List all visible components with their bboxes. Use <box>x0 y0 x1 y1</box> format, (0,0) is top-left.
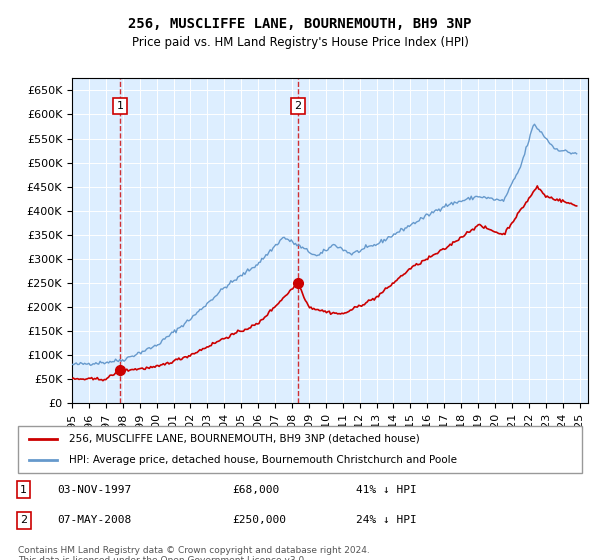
Text: Contains HM Land Registry data © Crown copyright and database right 2024.
This d: Contains HM Land Registry data © Crown c… <box>18 546 370 560</box>
Text: Price paid vs. HM Land Registry's House Price Index (HPI): Price paid vs. HM Land Registry's House … <box>131 36 469 49</box>
Text: 256, MUSCLIFFE LANE, BOURNEMOUTH, BH9 3NP (detached house): 256, MUSCLIFFE LANE, BOURNEMOUTH, BH9 3N… <box>69 434 419 444</box>
Text: 41% ↓ HPI: 41% ↓ HPI <box>356 484 417 494</box>
Text: 2: 2 <box>294 101 301 111</box>
FancyBboxPatch shape <box>18 426 582 473</box>
Text: HPI: Average price, detached house, Bournemouth Christchurch and Poole: HPI: Average price, detached house, Bour… <box>69 455 457 465</box>
Text: 256, MUSCLIFFE LANE, BOURNEMOUTH, BH9 3NP: 256, MUSCLIFFE LANE, BOURNEMOUTH, BH9 3N… <box>128 17 472 31</box>
Text: 24% ↓ HPI: 24% ↓ HPI <box>356 515 417 525</box>
Text: 07-MAY-2008: 07-MAY-2008 <box>58 515 132 525</box>
Text: 1: 1 <box>116 101 124 111</box>
Text: £250,000: £250,000 <box>232 515 286 525</box>
Text: 2: 2 <box>20 515 27 525</box>
Text: £68,000: £68,000 <box>232 484 280 494</box>
Text: 1: 1 <box>20 484 27 494</box>
Text: 03-NOV-1997: 03-NOV-1997 <box>58 484 132 494</box>
